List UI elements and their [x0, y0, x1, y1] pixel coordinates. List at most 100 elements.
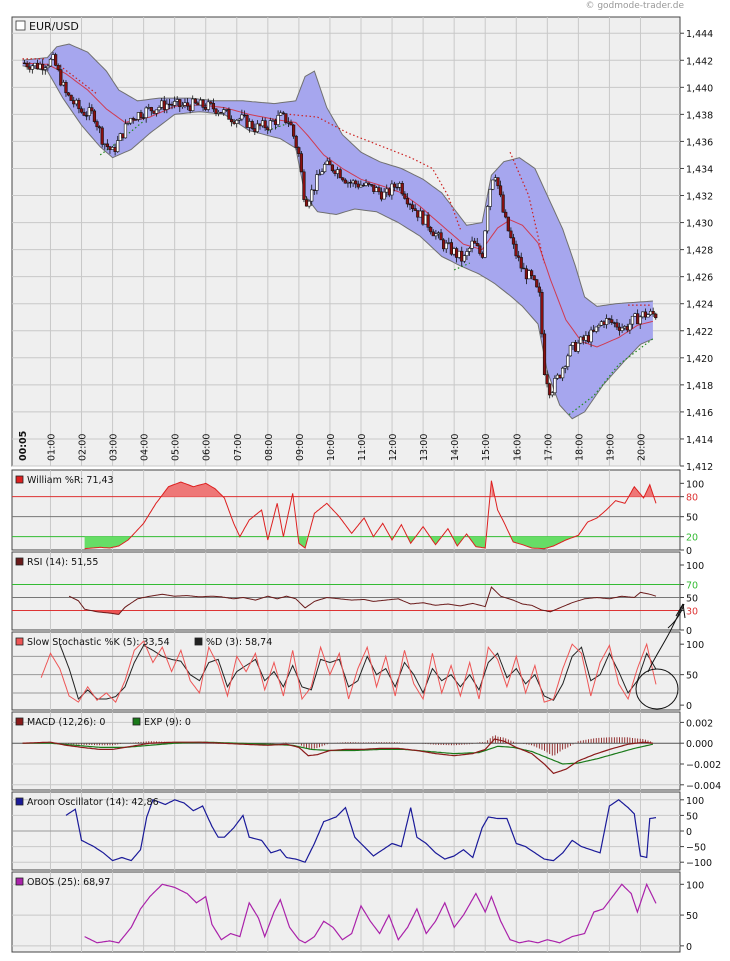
candle-body [152, 110, 156, 114]
indicator-title-2: EXP (9): 0 [144, 717, 191, 728]
candle-body [620, 327, 624, 331]
candle-body [180, 105, 184, 108]
candle-body [545, 374, 549, 385]
candle-body [483, 230, 487, 258]
candle-body [506, 216, 510, 232]
indicator-tick-label: −100 [686, 858, 712, 869]
candle-body [654, 313, 658, 319]
candle-body [87, 107, 91, 116]
indicator-tick-label: −50 [686, 843, 706, 854]
candle-body [196, 102, 200, 106]
candle-body [465, 251, 469, 256]
indicator-tick-label: 50 [686, 594, 698, 605]
legend-swatch [15, 717, 24, 726]
candle-body [51, 54, 55, 60]
bollinger-band-area [22, 44, 653, 419]
legend-swatch-2 [194, 637, 203, 646]
candle-body [548, 383, 552, 396]
candle-body [480, 253, 485, 258]
candle-body [193, 98, 197, 104]
candle-body [43, 67, 47, 70]
candle-body [98, 126, 102, 129]
candle-body [351, 180, 355, 184]
candle-body [532, 275, 536, 280]
indicator-title: OBOS (25): 68,97 [27, 877, 110, 888]
candle-body [147, 107, 151, 109]
candle-body [633, 313, 637, 317]
candle-body [535, 279, 539, 288]
candle-body [30, 65, 34, 70]
candle-body [568, 345, 572, 357]
candle-body [374, 187, 378, 192]
candle-body [289, 122, 293, 126]
candle-body [116, 140, 120, 152]
candle-body [175, 99, 179, 102]
candle-body [540, 291, 544, 335]
candle-body [537, 286, 541, 293]
candle-body [72, 100, 76, 105]
candle-body [95, 121, 99, 128]
indicator-title-2: %D (3): 58,74 [206, 637, 272, 648]
indicator-tick-label: 20 [686, 533, 698, 544]
candle-body [325, 160, 329, 165]
candle-body [452, 248, 456, 255]
candle-body [576, 342, 580, 352]
williams-extreme-fill [629, 486, 642, 497]
price-tick-label: 1,440 [686, 83, 713, 94]
candle-body [462, 255, 466, 262]
candle-body [320, 171, 324, 175]
price-tick-label: 1,424 [686, 300, 713, 311]
candle-body [408, 203, 412, 206]
indicator-title: Slow Stochastic %K (5): 33,54 [27, 637, 170, 648]
indicator-tick-label: 0 [686, 942, 692, 953]
candle-body [323, 164, 327, 173]
bollinger-lower-line [22, 65, 654, 420]
candle-body [271, 120, 275, 122]
chart-title: EUR/USD [29, 20, 79, 33]
indicator-title: William %R: 71,43 [27, 475, 114, 486]
time-tick-label: 07:00 [233, 434, 244, 461]
candle-body [496, 177, 500, 187]
candle-body [338, 169, 342, 179]
obos-line [84, 882, 657, 944]
candle-body [333, 170, 337, 174]
candle-body [315, 174, 319, 191]
legend-swatch-2 [132, 717, 141, 726]
instrument-checkbox [15, 20, 26, 31]
parabolic-sar-red [289, 113, 461, 230]
price-tick-label: 1,434 [686, 164, 713, 175]
stochastic-d-line [59, 644, 657, 701]
candle-body [232, 121, 236, 124]
candle-body [48, 58, 53, 67]
candle-body [242, 114, 247, 116]
candle-body [630, 315, 635, 325]
candle-body [509, 230, 513, 238]
candle-body [66, 92, 71, 96]
candle-body [108, 146, 112, 150]
candle-body [553, 378, 557, 394]
bollinger-upper-line [22, 43, 653, 307]
candle-body [237, 118, 241, 121]
candle-body [623, 326, 627, 329]
legend-swatch [15, 637, 24, 646]
williams-extreme-fill [469, 536, 486, 548]
candle-body [113, 147, 117, 152]
time-tick-label: 11:00 [357, 434, 368, 461]
candle-body [478, 245, 482, 254]
candle-body [612, 322, 616, 324]
candle-body [579, 336, 583, 344]
candle-body [511, 237, 516, 245]
candle-body [307, 200, 311, 207]
candle-body [299, 153, 303, 173]
candle-body [651, 310, 655, 315]
price-tick-label: 1,436 [686, 137, 713, 148]
candle-body [240, 114, 244, 120]
candle-body [276, 115, 280, 125]
candle-body [183, 102, 187, 106]
candle-body [361, 184, 366, 187]
candle-body [379, 191, 384, 200]
candle-body [235, 119, 239, 124]
candle-body [131, 117, 135, 120]
time-tick-label: 09:00 [295, 434, 306, 461]
